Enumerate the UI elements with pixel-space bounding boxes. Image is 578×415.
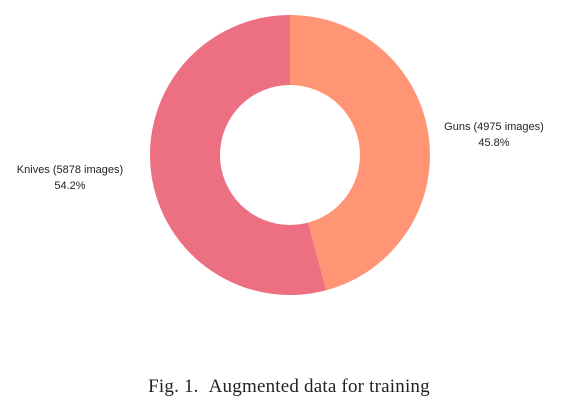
slice-label-guns-name: Guns (4975 images) [444, 121, 544, 133]
figure-number: Fig. 1. [148, 376, 199, 397]
donut-chart: Guns (4975 images) 45.8% Knives (5878 im… [17, 14, 544, 295]
slice-label-knives-name: Knives (5878 images) [17, 164, 123, 176]
figure-caption: Fig. 1. Augmented data for training [0, 376, 578, 398]
figure-caption-text: Augmented data for training [208, 376, 430, 397]
slice-label-knives-percent: 54.2% [54, 180, 85, 192]
slice-guns [290, 15, 430, 291]
donut-hole [220, 85, 360, 225]
slice-label-guns-percent: 45.8% [478, 137, 509, 149]
